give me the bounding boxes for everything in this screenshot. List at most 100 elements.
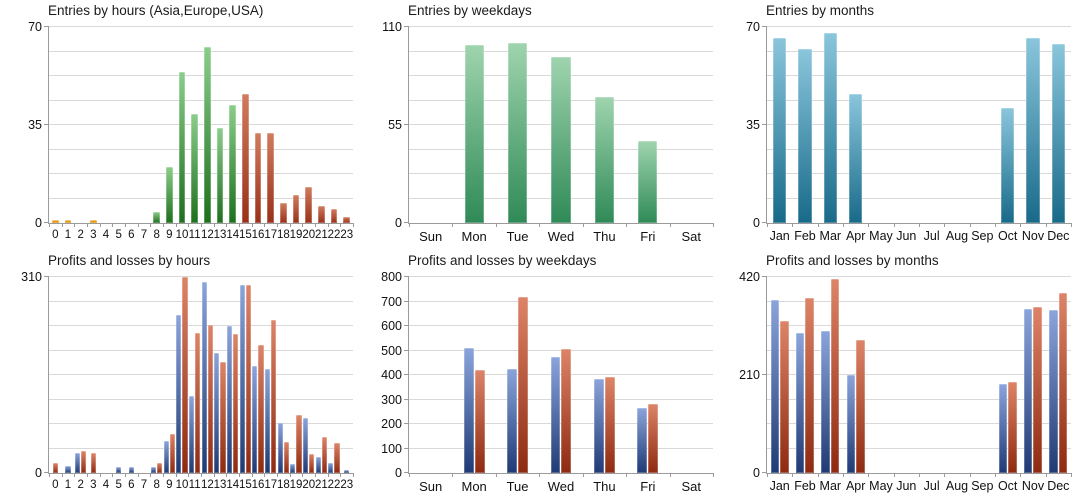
x-axis-tick [213,223,215,227]
x-tick-label: 16 [251,479,265,491]
gridline [409,50,713,52]
gridline [767,148,1071,150]
category-slot [944,27,969,223]
bar [89,220,97,223]
x-tick-label: Wed [547,229,575,244]
y-axis-tick [404,325,409,326]
x-tick-label: 5 [115,479,122,491]
x-axis-tick [843,473,844,477]
bar [182,277,188,473]
y-axis-tick [404,349,409,351]
bar [216,127,224,223]
x-tick-label: 13 [213,229,227,241]
category-slot [626,27,669,223]
x-tick-label: 11 [188,229,201,241]
gridline [767,26,1071,27]
x-tick-label: Sun [419,479,443,494]
bar [178,71,186,223]
bar [464,44,484,223]
bar [637,408,648,473]
x-tick-label: 16 [251,229,265,241]
x-tick-label: Nov [1021,479,1045,493]
gridline [49,374,353,375]
x-axis-tick [817,223,819,227]
x-tick-label: 4 [102,229,110,241]
category-slot [112,277,125,473]
y-tick-label: 600 [381,319,402,333]
category-slot [944,277,969,473]
bar [264,368,271,473]
category-slot [163,277,176,473]
bar [830,279,840,473]
x-tick-label: Fri [640,229,656,244]
category-slot [767,27,792,223]
chart-profits-losses-by-weekdays: Profits and losses by weekdays 0 100 200 30… [360,250,720,500]
bar [805,298,814,473]
x-axis-tick [944,473,946,477]
x-tick-label: 17 [264,229,278,241]
x-axis-tick [944,223,946,227]
category-slot [302,277,315,473]
chart-title: Entries by weekdays [408,3,532,18]
x-tick-label: May [869,229,893,243]
x-axis-tick [49,473,50,477]
category-slot [87,27,100,223]
x-axis-tick [99,473,101,477]
x-axis-tick [289,223,291,227]
y-tick-label: 0 [753,466,760,480]
bar [176,314,182,473]
x-tick-label: Feb [794,479,816,493]
gridline [409,325,713,326]
x-axis-tick [74,473,76,477]
x-tick-label: 10 [175,479,189,491]
category-slot [496,27,539,223]
category-slot [626,277,669,473]
x-axis-tick [201,223,202,227]
y-tick-label: 800 [381,270,402,284]
category-slot [970,277,995,473]
gridline [409,349,713,351]
category-slot [328,277,341,473]
x-tick-label: 8 [153,229,160,241]
bar [267,133,275,223]
category-slot [792,277,817,473]
bar [163,440,169,473]
category-slot [138,277,151,473]
x-tick-label: 18 [277,229,290,241]
category-slot [340,277,353,473]
y-tick-label: 310 [21,270,42,284]
category-slot [49,277,62,473]
gridline [767,50,1071,52]
x-axis-tick [969,473,971,477]
gridline [409,423,713,424]
y-tick-label: 35 [746,118,760,132]
chart-title: Profits and losses by hours [48,253,211,268]
x-axis-tick [1071,473,1072,477]
bar [1001,108,1015,223]
x-tick-label: 15 [239,229,252,241]
gridline [49,99,353,101]
x-tick-label: 7 [140,479,148,491]
x-axis-tick [163,223,164,227]
category-slot [539,27,582,223]
bar [551,57,571,223]
x-axis-tick [188,473,190,477]
category-slot [1020,277,1045,473]
bar [165,167,173,223]
bar [305,186,313,223]
x-tick-label: 22 [327,229,341,241]
y-tick-label: 70 [746,20,760,34]
x-axis-tick [315,223,316,227]
bar [188,395,195,473]
category-slot [264,27,277,223]
y-axis-tick [44,276,49,277]
y-axis-tick [404,300,409,302]
gridline [49,423,353,424]
x-axis-tick [669,223,671,227]
chart-title: Profits and losses by months [766,253,939,268]
bar [229,105,237,223]
y-tick-label: 0 [753,216,760,230]
x-axis-tick [163,473,164,477]
category-slot [264,277,277,473]
y-tick-label: 100 [381,441,402,456]
